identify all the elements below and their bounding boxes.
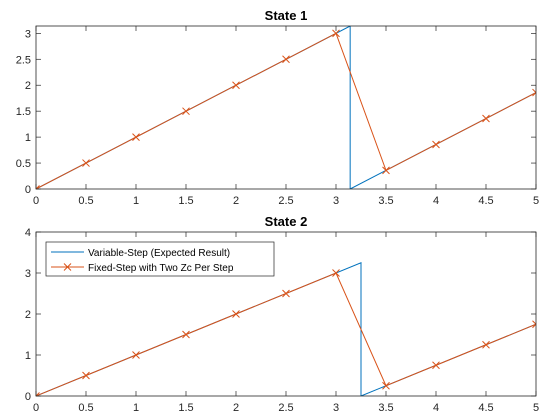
subplot-2: 0 0.5 1 1.5 2 2.5 3 3.5 4 4.5 5 0 1 2 3 4 State 2 Variabl… bbox=[25, 214, 539, 414]
axes-background bbox=[36, 26, 536, 189]
x-tick-label: 5 bbox=[533, 402, 539, 414]
data-point-marker bbox=[36, 392, 40, 396]
x-tick-label: 2 bbox=[233, 195, 239, 207]
x-tick-label: 4.5 bbox=[478, 195, 493, 207]
data-point-marker bbox=[482, 340, 490, 349]
chart-title: State 1 bbox=[265, 8, 308, 23]
legend-label-2: Fixed-Step with Two Zc Per Step bbox=[88, 263, 234, 274]
axes-frame bbox=[35, 231, 537, 397]
y-tick-label: 4 bbox=[25, 227, 31, 239]
chart-title: State 2 bbox=[265, 214, 308, 229]
y-tick-label: 0 bbox=[25, 184, 31, 196]
y-tick-label: 3 bbox=[25, 268, 31, 280]
data-point-marker bbox=[132, 133, 140, 141]
data-point-marker bbox=[182, 107, 190, 116]
data-point-marker bbox=[82, 159, 90, 167]
x-tick-label: 1 bbox=[133, 402, 139, 414]
x-tick-label: 0 bbox=[33, 402, 39, 414]
data-point-marker bbox=[532, 320, 536, 329]
y-tick-label: 2.5 bbox=[16, 54, 31, 66]
y-tick-label: 1 bbox=[25, 350, 31, 362]
data-point-marker bbox=[482, 114, 490, 123]
data-point-marker bbox=[36, 185, 40, 189]
data-point-marker bbox=[532, 88, 536, 97]
data-point-marker bbox=[182, 330, 190, 339]
legend-marker bbox=[63, 263, 72, 271]
x-tick-label: 0 bbox=[33, 195, 39, 207]
legend-label-1: Variable-Step (Expected Result) bbox=[88, 248, 230, 259]
data-point-marker bbox=[382, 166, 390, 175]
y-tick-label: 1 bbox=[25, 132, 31, 144]
x-tick-label: 3.5 bbox=[378, 402, 393, 414]
x-tick-label: 2.5 bbox=[278, 195, 293, 207]
data-point-marker bbox=[432, 140, 440, 149]
x-tick-label: 0.5 bbox=[78, 402, 93, 414]
x-tick-label: 3.5 bbox=[378, 195, 393, 207]
y-tick-label: 0 bbox=[25, 391, 31, 403]
x-tick-label: 0.5 bbox=[78, 195, 93, 207]
x-tick-label: 3 bbox=[333, 195, 339, 207]
subplot-1: 0 0.5 1 1.5 2 2.5 3 3.5 4 4.5 5 0 0.5 1 1.5 2 2.5 3 State … bbox=[16, 8, 539, 207]
axes-frame bbox=[35, 25, 537, 190]
y-tick-label: 1.5 bbox=[16, 106, 31, 118]
y-tick-label: 2 bbox=[25, 309, 31, 321]
data-point-marker bbox=[332, 29, 340, 38]
x-tick-label: 1.5 bbox=[178, 195, 193, 207]
x-tick-label: 1 bbox=[133, 195, 139, 207]
x-tick-label: 1.5 bbox=[178, 402, 193, 414]
data-point-marker bbox=[382, 381, 390, 390]
data-point-marker bbox=[132, 351, 140, 359]
x-tick-label: 5 bbox=[533, 195, 539, 207]
x-tick-label: 4 bbox=[433, 195, 439, 207]
data-point-marker bbox=[432, 361, 440, 370]
x-tick-label: 3 bbox=[333, 402, 339, 414]
x-tick-label: 4 bbox=[433, 402, 439, 414]
data-point-marker bbox=[82, 371, 90, 380]
x-tick-label: 4.5 bbox=[478, 402, 493, 414]
data-point-marker bbox=[282, 289, 290, 298]
data-point-marker bbox=[282, 55, 290, 64]
legend-box bbox=[45, 241, 275, 277]
legend: Variable-Step (Expected Result) Fixed-Ste… bbox=[45, 241, 275, 277]
x-tick-label: 2.5 bbox=[278, 402, 293, 414]
data-point-marker bbox=[232, 81, 240, 90]
plot-area bbox=[36, 26, 536, 189]
y-tick-label: 2 bbox=[25, 80, 31, 92]
y-tick-label: 0.5 bbox=[16, 158, 31, 170]
plot-area bbox=[36, 262, 536, 396]
data-point-marker bbox=[332, 269, 340, 277]
y-tick-label: 3 bbox=[25, 28, 31, 40]
data-point-marker bbox=[232, 310, 240, 318]
x-tick-label: 2 bbox=[233, 402, 239, 414]
